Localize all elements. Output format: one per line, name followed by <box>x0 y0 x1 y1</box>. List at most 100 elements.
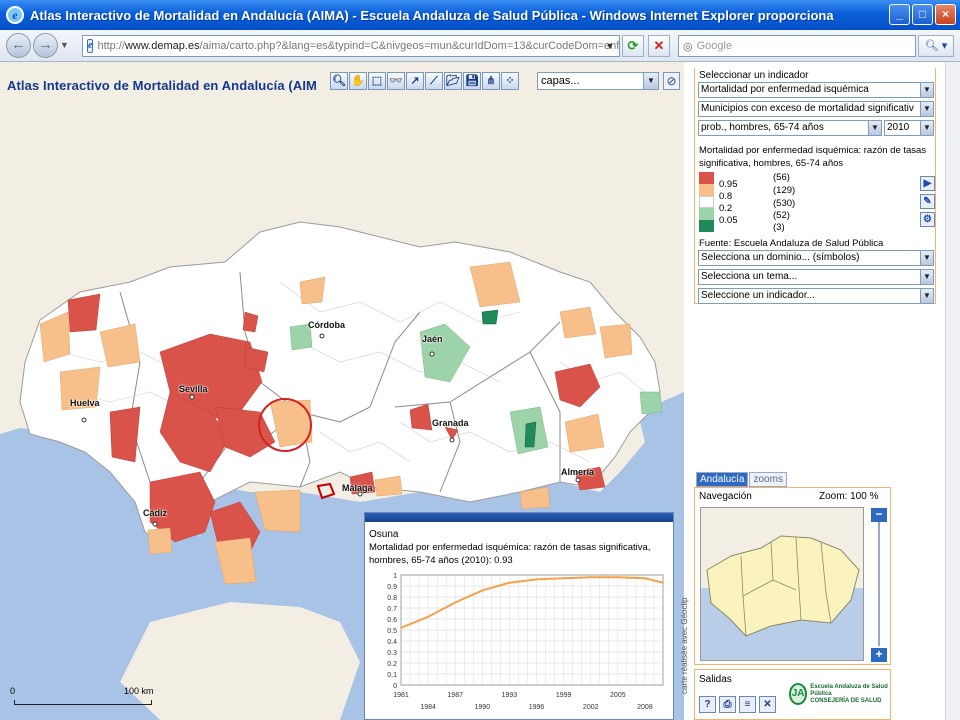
layers-select-value: capas... <box>541 75 580 87</box>
distribution-chart-icon[interactable]: ⋔ <box>482 72 500 90</box>
map-canvas[interactable] <box>0 62 684 720</box>
chart-x-tick-label: 2008 <box>637 704 653 711</box>
chevron-down-icon: ▼ <box>920 102 933 116</box>
scatter-icon[interactable]: ⁘ <box>501 72 519 90</box>
secondary-indicator-select[interactable]: Seleccione un indicador... ▼ <box>698 288 934 304</box>
arrow-right-icon: → <box>38 36 53 53</box>
zoom-icon[interactable]: 🔍︎ <box>330 72 348 90</box>
year-select[interactable]: 2010 ▼ <box>884 120 934 136</box>
popup-description: Mortalidad por enfermedad isquémica: raz… <box>369 542 651 566</box>
theme-select[interactable]: Selecciona un tema... ▼ <box>698 269 934 285</box>
chart-data-point <box>400 627 402 629</box>
municipalities-mid-high[interactable] <box>39 261 633 585</box>
zoom-slider[interactable]: − + <box>871 508 887 662</box>
legend-swatch-low <box>699 220 714 232</box>
help-icon[interactable]: ? <box>699 696 716 713</box>
url-path: /aima/carto.php?&lang=es&typind=C&nivgeo… <box>199 40 620 52</box>
choropleth-map[interactable]: Atlas Interactivo de Mortalidad en Andal… <box>0 62 684 720</box>
chart-y-tick-label: 0.9 <box>387 584 397 591</box>
geoclip-credit: carte réalisée avec Géoclip <box>680 597 689 695</box>
chart-y-tick-label: 0.6 <box>387 617 397 624</box>
url-input[interactable]: e http://www.demap.es/aima/carto.php?&la… <box>82 35 620 57</box>
play-icon[interactable]: ▶ <box>920 176 935 191</box>
subgroup-select[interactable]: prob., hombres, 65-74 años ▼ <box>698 120 882 136</box>
domain-select-value: Selecciona un dominio... (símbolos) <box>701 252 860 263</box>
indicator-panel-label: Seleccionar un indicador <box>699 70 809 81</box>
chart-x-tick-label: 1987 <box>447 692 463 699</box>
maximize-button[interactable]: □ <box>912 4 933 25</box>
chevron-down-icon: ▼ <box>920 251 933 265</box>
chart-y-tick-label: 0.8 <box>387 595 397 602</box>
city-label-cadiz: Cádiz <box>143 508 168 518</box>
city-label-sevilla: Sevilla <box>179 384 208 394</box>
chart-x-tick-label: 1996 <box>529 704 545 711</box>
search-provider-icon: ◎ <box>683 40 693 53</box>
sponsor-logo: JA Escuela Andaluza de Salud Pública CON… <box>789 683 890 705</box>
city-label-almeria: Almería <box>561 467 595 477</box>
osuna-highlight-circle[interactable] <box>258 398 312 452</box>
forward-button[interactable]: → <box>33 33 58 58</box>
print-icon[interactable]: ⎙ <box>719 696 736 713</box>
history-dropdown-icon[interactable]: ▼ <box>60 40 69 50</box>
tab-zooms[interactable]: zooms <box>749 472 787 487</box>
url-dropdown-icon[interactable]: ▼ <box>605 41 615 51</box>
close-button[interactable]: × <box>935 4 956 25</box>
chart-data-point <box>454 601 457 604</box>
legend-swatch-mid-low <box>699 208 714 220</box>
zoom-in-icon[interactable]: + <box>871 648 887 662</box>
export-icon[interactable]: ≡ <box>739 696 756 713</box>
stop-button[interactable]: ✕ <box>648 35 670 57</box>
navigation-tabs: Andalucía zooms <box>696 472 787 487</box>
back-button[interactable]: ← <box>6 33 31 58</box>
binoculars-icon[interactable]: 👓 <box>387 72 405 90</box>
select-area-icon[interactable]: ⬚ <box>368 72 386 90</box>
sponsor-logo-text: Escuela Andaluza de Salud Pública CONSEJ… <box>810 684 890 705</box>
tab-andalucia[interactable]: Andalucía <box>696 472 749 487</box>
theme-select-value: Selecciona un tema... <box>701 271 798 282</box>
municipality-popup[interactable]: Osuna Mortalidad por enfermedad isquémic… <box>364 512 674 720</box>
page-scrollbar[interactable] <box>945 62 960 720</box>
measure-icon[interactable]: ⟋ <box>425 72 443 90</box>
page-content: Atlas Interactivo de Mortalidad en Andal… <box>0 62 945 720</box>
window-title: Atlas Interactivo de Mortalidad en Andal… <box>30 7 834 23</box>
chart-y-tick-label: 1 <box>393 573 397 580</box>
overview-minimap[interactable] <box>700 507 864 661</box>
chart-y-tick-label: 0.1 <box>387 672 397 679</box>
zoom-track[interactable] <box>878 522 880 646</box>
close-icon[interactable]: ✕ <box>759 696 776 713</box>
search-input[interactable]: ◎ Google <box>678 35 916 57</box>
minimap-canvas[interactable] <box>701 508 864 661</box>
refresh-button[interactable]: ⟳ <box>622 35 644 57</box>
scale-km-label: 100 km <box>124 686 154 696</box>
minimap-andalusia[interactable] <box>706 535 860 637</box>
layers-select[interactable]: capas... ▼ <box>537 72 659 90</box>
clear-layers-icon[interactable]: ⊘ <box>663 72 680 90</box>
stop-icon: ✕ <box>653 38 665 53</box>
zoom-out-icon[interactable]: − <box>871 508 887 522</box>
search-button[interactable]: 🔍︎ ▾ <box>918 35 954 57</box>
map-type-select[interactable]: Municipios con exceso de mortalidad sign… <box>698 101 934 117</box>
pan-hand-icon[interactable]: ✋ <box>349 72 367 90</box>
settings-icon[interactable]: ⚙ <box>920 212 935 227</box>
pointer-info-icon[interactable]: ↗ <box>406 72 424 90</box>
municipalities-low[interactable] <box>481 309 537 448</box>
window-title-bar: e Atlas Interactivo de Mortalidad en And… <box>0 0 960 30</box>
city-label-huelva: Huelva <box>70 398 100 408</box>
domain-select[interactable]: Selecciona un dominio... (símbolos) ▼ <box>698 250 934 266</box>
folder-open-icon[interactable]: 📂︎ <box>444 72 462 90</box>
secondary-indicator-select-value: Seleccione un indicador... <box>701 290 815 301</box>
minimize-button[interactable]: _ <box>889 4 910 25</box>
popup-header[interactable] <box>365 513 673 522</box>
zoom-level: Zoom: 100 % <box>819 491 879 502</box>
chart-x-tick-label: 1999 <box>556 692 572 699</box>
sponsor-name: Escuela Andaluza de Salud Pública <box>810 683 888 697</box>
edit-classes-icon[interactable]: ✎ <box>920 194 935 209</box>
indicator-select[interactable]: Mortalidad por enfermedad isquémica ▼ <box>698 82 934 98</box>
search-icon: 🔍︎ ▾ <box>924 40 948 52</box>
save-icon[interactable]: 💾︎ <box>463 72 481 90</box>
chart-x-tick-label: 1990 <box>475 704 491 711</box>
legend-threshold: 0.8 <box>719 191 733 202</box>
city-label-granada: Granada <box>432 418 469 428</box>
selected-municipality-outline[interactable] <box>316 482 336 500</box>
refresh-icon: ⟳ <box>627 38 639 53</box>
